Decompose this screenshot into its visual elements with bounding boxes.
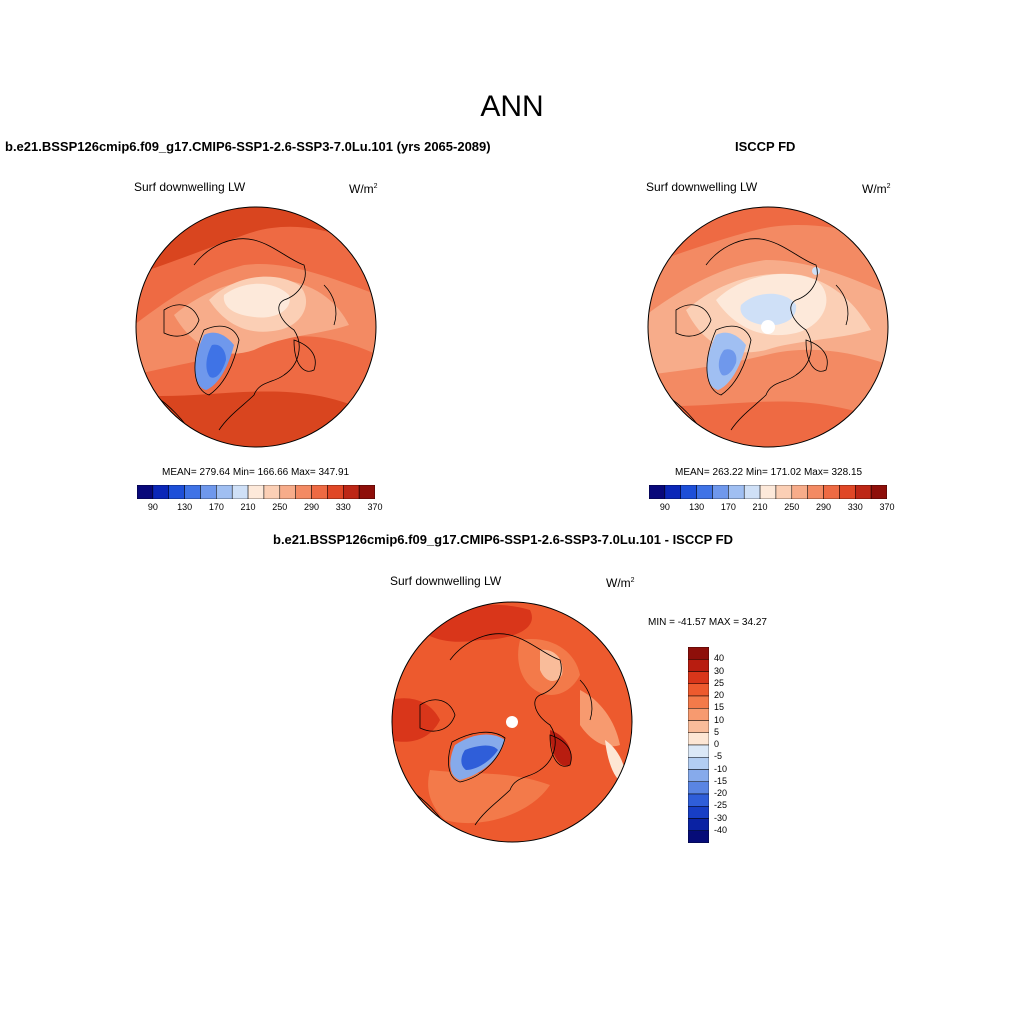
obs-colorbar-swatch	[696, 485, 713, 499]
model-panel-title: b.e21.BSSP126cmip6.f09_g17.CMIP6-SSP1-2.…	[5, 139, 491, 154]
obs-colorbar-tick-label: 170	[720, 502, 736, 512]
obs-colorbar-tick-label: 250	[784, 502, 800, 512]
diff-colorbar-swatch	[688, 757, 709, 770]
obs-colorbar-swatch	[664, 485, 681, 499]
model-colorbar	[137, 485, 375, 499]
obs-colorbar-swatch	[839, 485, 856, 499]
obs-colorbar-swatch	[728, 485, 745, 499]
obs-colorbar-tick-label: 90	[659, 502, 670, 512]
obs-colorbar-tick-label: 330	[847, 502, 863, 512]
diff-colorbar-tick-label: 5	[714, 726, 720, 737]
diff-colorbar-tick-label: 15	[714, 702, 725, 713]
obs-colorbar-swatch	[791, 485, 808, 499]
obs-colorbar-swatch	[712, 485, 729, 499]
obs-colorbar	[649, 485, 887, 499]
diff-colorbar-tick-label: 10	[714, 714, 725, 725]
obs-units-label: W/m2	[862, 182, 891, 196]
model-colorbar-swatch	[247, 485, 265, 499]
obs-colorbar-swatch	[680, 485, 697, 499]
obs-colorbar-swatch	[759, 485, 777, 499]
obs-colorbar-tick-label: 370	[879, 502, 895, 512]
figure-title: ANN	[480, 90, 544, 123]
diff-colorbar-tick-label: 30	[714, 665, 725, 676]
model-stats: MEAN= 279.64 Min= 166.66 Max= 347.91	[162, 467, 350, 478]
diff-colorbar-tick-label: -40	[714, 824, 728, 835]
diff-colorbar-swatch	[688, 720, 709, 733]
obs-variable-label: Surf downwelling LW	[646, 180, 758, 194]
diff-colorbar-labels: 40 30 25 20 15 10 5 0 -5 -10 -15 -20 -25 -30 -40	[714, 647, 754, 843]
model-colorbar-swatch	[137, 485, 154, 499]
diff-polar-map	[391, 601, 633, 843]
diff-colorbar-tick-label: -25	[714, 800, 728, 811]
obs-colorbar-tick-label: 290	[816, 502, 832, 512]
diff-colorbar-swatch	[688, 818, 709, 831]
diff-colorbar-swatch	[688, 781, 709, 795]
diff-units-label: W/m2	[606, 576, 635, 590]
obs-colorbar-swatch	[775, 485, 793, 499]
diff-colorbar-tick-label: -10	[714, 763, 728, 774]
diff-colorbar-tick-label: 20	[714, 690, 725, 700]
model-units-label: W/m2	[349, 182, 378, 196]
diff-colorbar-tick-label: -30	[714, 812, 728, 823]
diff-stats: MIN = -41.57 MAX = 34.27	[648, 617, 767, 628]
diff-variable-label: Surf downwelling LW	[390, 574, 502, 588]
diff-colorbar-swatch	[688, 647, 709, 660]
diff-colorbar-swatch	[688, 769, 709, 782]
diff-colorbar-swatch	[688, 695, 709, 709]
diff-colorbar-tick-label: 0	[714, 739, 720, 749]
diff-colorbar-swatch	[688, 683, 709, 697]
diff-colorbar-tick-label: -20	[714, 788, 728, 798]
model-colorbar-swatch	[343, 485, 360, 499]
obs-colorbar-labels: 90 130 170 210 250 290 330 370	[649, 502, 895, 514]
obs-colorbar-swatch	[807, 485, 824, 499]
diff-colorbar-tick-label: -5	[714, 751, 723, 762]
obs-colorbar-swatch	[649, 485, 666, 499]
model-colorbar-swatch	[184, 485, 201, 499]
model-colorbar-tick-label: 90	[147, 502, 158, 512]
obs-colorbar-tick-label: 130	[689, 502, 705, 512]
obs-colorbar-tick-label: 210	[752, 502, 768, 512]
model-colorbar-swatch	[327, 485, 344, 499]
model-colorbar-swatch	[200, 485, 217, 499]
diff-colorbar-swatch	[688, 806, 709, 819]
diff-colorbar-swatch	[688, 732, 709, 746]
obs-colorbar-swatch	[743, 485, 761, 499]
model-variable-label: Surf downwelling LW	[134, 180, 246, 194]
model-colorbar-tick-label: 130	[177, 502, 193, 512]
model-colorbar-swatch	[279, 485, 296, 499]
diff-colorbar-tick-label: -15	[714, 775, 728, 786]
model-colorbar-swatch	[231, 485, 249, 499]
diff-colorbar-swatch	[688, 830, 709, 843]
model-colorbar-swatch	[263, 485, 281, 499]
model-colorbar-swatch	[152, 485, 169, 499]
diff-panel-title: b.e21.BSSP126cmip6.f09_g17.CMIP6-SSP1-2.…	[273, 532, 734, 547]
model-colorbar-tick-label: 370	[367, 502, 383, 512]
obs-panel-title: ISCCP FD	[735, 139, 796, 154]
diff-colorbar-tick-label: 25	[714, 677, 725, 688]
model-colorbar-labels: 90 130 170 210 250 290 330 370	[137, 502, 383, 514]
model-colorbar-tick-label: 170	[208, 502, 224, 512]
model-colorbar-swatch	[295, 485, 312, 499]
obs-colorbar-swatch	[870, 485, 887, 499]
model-polar-map	[135, 206, 377, 448]
model-colorbar-swatch	[311, 485, 328, 499]
obs-colorbar-swatch	[855, 485, 872, 499]
model-colorbar-tick-label: 330	[335, 502, 351, 512]
model-colorbar-swatch	[168, 485, 185, 499]
diff-colorbar	[688, 647, 709, 843]
model-colorbar-swatch	[358, 485, 375, 499]
model-colorbar-tick-label: 250	[272, 502, 288, 512]
model-colorbar-swatch	[216, 485, 233, 499]
diff-colorbar-swatch	[688, 659, 709, 672]
diff-colorbar-swatch	[688, 708, 709, 721]
diff-colorbar-tick-label: 40	[714, 653, 725, 664]
obs-colorbar-swatch	[823, 485, 840, 499]
obs-stats: MEAN= 263.22 Min= 171.02 Max= 328.15	[675, 467, 863, 478]
diff-colorbar-swatch	[688, 671, 709, 684]
obs-polar-map	[647, 206, 889, 448]
model-colorbar-tick-label: 290	[304, 502, 320, 512]
model-colorbar-tick-label: 210	[240, 502, 256, 512]
diff-colorbar-swatch	[688, 744, 709, 758]
diff-colorbar-swatch	[688, 793, 709, 807]
